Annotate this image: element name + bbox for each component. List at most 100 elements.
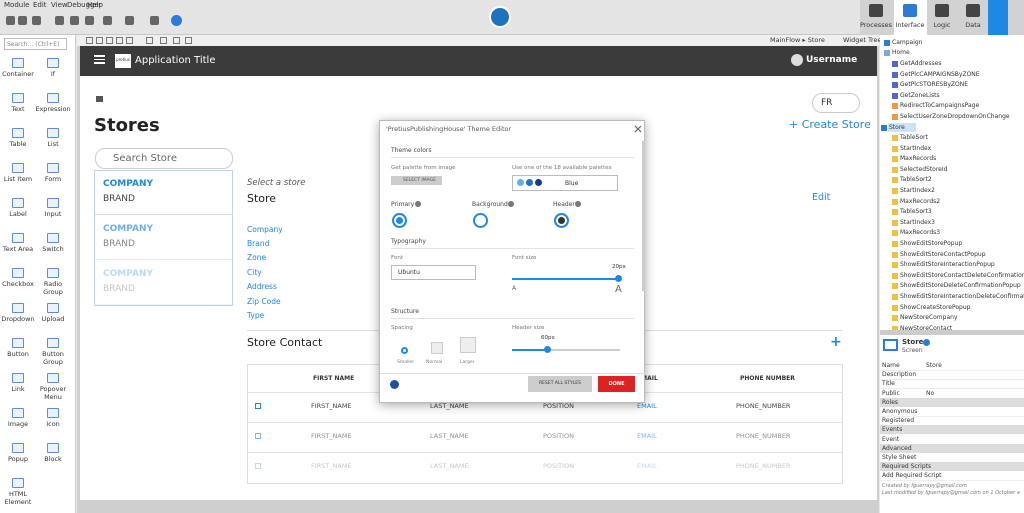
tab[interactable]: Data <box>965 21 981 29</box>
done-button[interactable]: DONE <box>598 376 635 392</box>
tree-icon <box>892 166 898 173</box>
reset-button[interactable]: RESET ALL STYLES <box>528 376 592 392</box>
tree-item[interactable]: NewStoreCompany <box>900 314 958 322</box>
toolbox-item[interactable]: Upload <box>41 315 65 323</box>
toolbox-item[interactable]: Button <box>7 350 29 358</box>
edit-link[interactable]: Edit <box>812 192 831 203</box>
help-icon <box>923 339 930 346</box>
tree-icon <box>892 103 898 110</box>
company[interactable]: COMPANY <box>103 179 153 189</box>
toolbox-item[interactable]: List <box>47 140 59 148</box>
tree-item[interactable]: GetZoneLists <box>900 91 940 99</box>
font-select[interactable]: Ubuntu <box>391 265 476 280</box>
search-input[interactable]: Search... (Ctrl+E) <box>4 38 67 50</box>
spacing-option[interactable]: Smaller <box>397 360 415 365</box>
field-label: Brand <box>247 239 270 248</box>
tree-item[interactable]: TableSort <box>900 134 928 141</box>
cell: EMAIL <box>637 432 657 440</box>
toolbox-icon <box>12 233 24 243</box>
tab[interactable]: Processes <box>859 21 893 29</box>
toolbox-item[interactable]: Popover Menu <box>39 385 67 401</box>
tree-item[interactable]: GetPlcCAMPAIGNSByZONE <box>900 70 980 78</box>
edit-icon <box>255 433 261 439</box>
tree-item[interactable]: ShowCreateStorePopup <box>900 303 971 311</box>
tree-item[interactable]: MaxRecords3 <box>900 229 941 237</box>
tree-item[interactable]: ShowEditStoreInteractionDeleteConfirmati… <box>900 293 1024 300</box>
spacing-option[interactable]: Larger <box>460 360 475 365</box>
toolbox-item[interactable]: Container <box>2 70 34 78</box>
toolbox-item[interactable]: Image <box>7 420 29 428</box>
toolbox-item[interactable]: Table <box>9 140 27 148</box>
toolbox-item[interactable]: Label <box>9 210 27 218</box>
spacing-icon <box>460 337 476 353</box>
toolbox-item[interactable]: HTML Element <box>4 490 32 506</box>
screen[interactable]: Store <box>889 124 905 131</box>
tree-item[interactable]: SelectUserZoneDropdownOnChange <box>900 113 1010 120</box>
tree-item[interactable]: NewStoreContact <box>900 324 953 330</box>
tree-item[interactable]: TableSort2 <box>900 176 932 184</box>
tab[interactable]: Logic <box>933 21 951 29</box>
tree-item[interactable]: StartIndex2 <box>900 187 935 194</box>
palette-dot <box>535 179 542 186</box>
tree-item[interactable]: ShowEditStoreContactPopup <box>900 250 986 258</box>
toolbox-item[interactable]: Link <box>11 385 25 393</box>
toolbox-item[interactable]: Icon <box>46 420 60 428</box>
tree-icon <box>892 61 898 67</box>
row-line <box>247 422 843 423</box>
tree-item[interactable]: MaxRecords <box>900 155 937 163</box>
create-button[interactable]: + Create Store <box>789 118 871 131</box>
tree-item[interactable]: GetAddresses <box>900 60 942 67</box>
property-value[interactable]: Store <box>926 362 942 369</box>
tree-item[interactable]: ShowEditStoreDeleteConfirmationPopup <box>900 282 1021 290</box>
menu-item[interactable]: Help <box>87 1 103 9</box>
company[interactable]: COMPANY <box>103 224 153 234</box>
toolbox-item[interactable]: List Item <box>3 175 33 183</box>
menu-item[interactable]: Debugger <box>67 1 102 9</box>
spacing-option[interactable]: Normal <box>426 360 443 365</box>
toolbox-item[interactable]: Text <box>11 105 25 113</box>
toolbox-item[interactable]: Radio Group <box>43 280 63 296</box>
tab[interactable]: Interface <box>895 21 925 29</box>
toolbox-item[interactable]: Popup <box>7 455 29 463</box>
toolbox-item[interactable]: Expression <box>35 105 71 113</box>
info-icon <box>575 201 581 207</box>
screen[interactable]: Home <box>892 49 910 56</box>
toolbar-icon <box>55 16 64 25</box>
language-select[interactable]: FR <box>812 93 860 113</box>
toolbox-item[interactable]: Dropdown <box>1 315 35 323</box>
property-value[interactable]: No <box>926 389 935 397</box>
tree-item[interactable]: TableSort3 <box>900 208 932 216</box>
slider-fill <box>512 349 548 351</box>
toolbox-item[interactable]: Text Area <box>2 245 34 253</box>
menu-item[interactable]: Module <box>4 1 30 9</box>
toolbox-item[interactable]: Switch <box>42 245 64 253</box>
tree-item[interactable]: RedirectToCampaignsPage <box>900 102 980 110</box>
property-label: Title <box>882 380 895 388</box>
select-image-button[interactable]: SELECT IMAGE <box>391 176 442 186</box>
tree-item[interactable]: GetPlcSTORESByZONE <box>900 81 969 89</box>
menu-item[interactable]: Edit <box>33 1 47 9</box>
tree-item[interactable]: ShowEditStoreInteractionPopup <box>900 261 995 269</box>
toolbox-item[interactable]: Checkbox <box>2 280 34 288</box>
tree-item[interactable]: ShowEditStorePopup <box>900 240 963 247</box>
small-a: A <box>512 285 517 292</box>
slider-knob <box>615 275 622 282</box>
toolbox-item[interactable]: Input <box>44 210 62 218</box>
toolbox-item[interactable]: If <box>50 70 56 78</box>
add-button[interactable]: + <box>830 334 842 350</box>
tree-item[interactable]: ShowEditStoreContactDeleteConfirmationPo… <box>900 271 1024 279</box>
toolbox-item[interactable]: Form <box>44 175 62 183</box>
module[interactable]: Campaign <box>892 39 923 46</box>
toolbox-item[interactable]: Button Group <box>42 350 64 366</box>
tree-item[interactable]: StartIndex3 <box>900 218 935 226</box>
tree-item[interactable]: SelectedStoreId <box>900 165 948 173</box>
close-button[interactable] <box>634 125 642 133</box>
menu-item[interactable]: View <box>51 1 68 9</box>
widget-tree-link[interactable]: Widget Tree <box>843 36 882 44</box>
tree-item[interactable]: MaxRecords2 <box>900 197 941 205</box>
toolbox-item[interactable]: Block <box>44 455 62 463</box>
search-input[interactable]: Search Store <box>95 148 233 169</box>
palette-value: Blue <box>565 180 579 187</box>
company[interactable]: COMPANY <box>103 269 153 279</box>
tree-item[interactable]: StartIndex <box>900 144 932 152</box>
